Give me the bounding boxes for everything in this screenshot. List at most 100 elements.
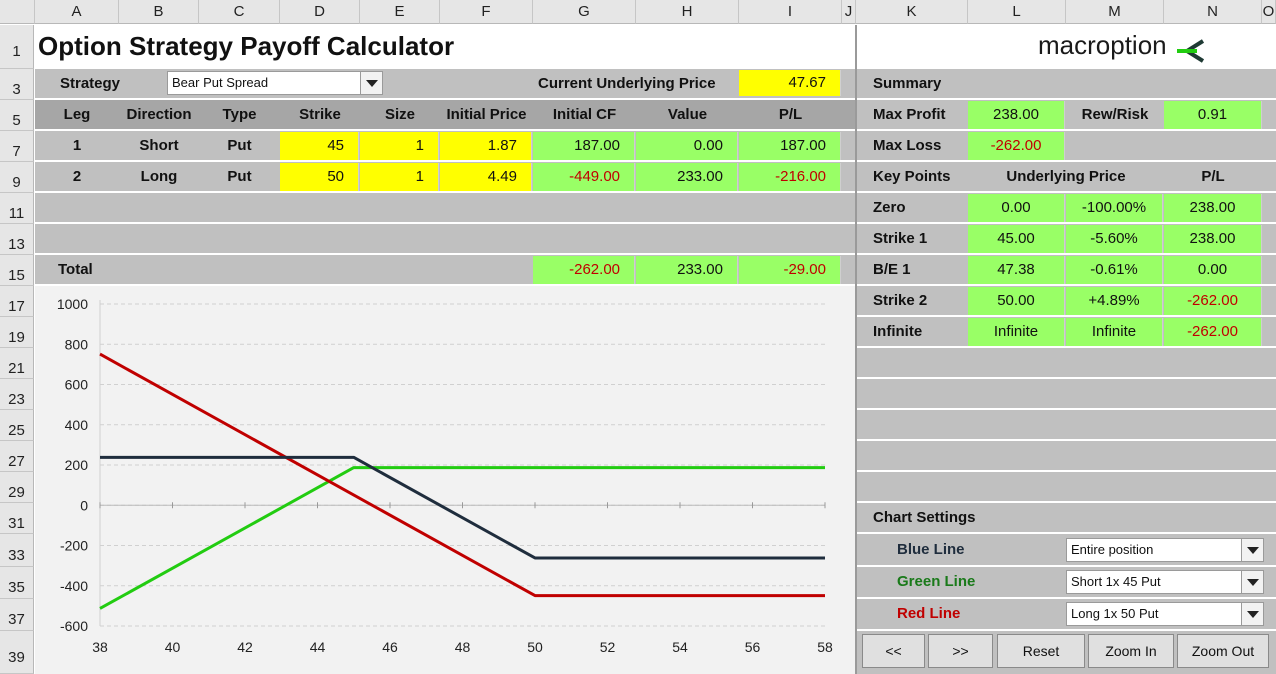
key-point-price: 0.00 (968, 194, 1065, 222)
underlying-price-label: Current Underlying Price (538, 75, 716, 92)
leg1-pl: 187.00 (739, 132, 841, 160)
strategy-value: Bear Put Spread (172, 75, 269, 90)
row-header-35[interactable]: 35 (0, 567, 34, 599)
key-point-pl: -262.00 (1164, 287, 1262, 315)
row-header-31[interactable]: 31 (0, 503, 34, 534)
row-header-25[interactable]: 25 (0, 410, 34, 441)
row-header-21[interactable]: 21 (0, 348, 34, 379)
total-pl: -29.00 (739, 256, 841, 284)
column-header-a[interactable]: A (35, 0, 119, 24)
row-header-33[interactable]: 33 (0, 534, 34, 567)
row-header-29[interactable]: 29 (0, 472, 34, 503)
column-header-g[interactable]: G (533, 0, 636, 24)
leg2-size[interactable]: 1 (360, 163, 439, 191)
key-points-header: Key Points (873, 168, 951, 185)
strategy-label: Strategy (60, 75, 121, 92)
red-line-dropdown[interactable]: Long 1x 50 Put (1066, 602, 1264, 626)
x-tick-label: 50 (527, 639, 543, 655)
leg1-strike[interactable]: 45 (280, 132, 359, 160)
prev-button[interactable]: << (862, 634, 925, 668)
red-line-series (99, 352, 825, 598)
chevron-down-icon[interactable] (360, 72, 382, 94)
row-header-9[interactable]: 9 (0, 162, 34, 193)
x-tick-label: 40 (165, 639, 181, 655)
leg1-size[interactable]: 1 (360, 132, 439, 160)
column-header-l[interactable]: L (968, 0, 1066, 24)
key-point-price: Infinite (968, 318, 1065, 346)
leg2-direction: Long (140, 168, 178, 185)
column-header-k[interactable]: K (856, 0, 968, 24)
y-tick-label: 0 (80, 497, 88, 513)
summary-label: Summary (873, 75, 942, 92)
underlying-price-input[interactable]: 47.67 (739, 70, 841, 96)
header-initial-cf: Initial CF (552, 106, 617, 123)
row-header-3[interactable]: 3 (0, 69, 34, 100)
next-button[interactable]: >> (928, 634, 993, 668)
column-header-e[interactable]: E (360, 0, 440, 24)
green-line-value: Short 1x 45 Put (1071, 574, 1161, 589)
column-header-f[interactable]: F (440, 0, 533, 24)
key-point-name: Strike 1 (873, 230, 928, 247)
blue-line-dropdown[interactable]: Entire position (1066, 538, 1264, 562)
column-header-c[interactable]: C (199, 0, 280, 24)
leg1-value: 0.00 (636, 132, 738, 160)
chevron-down-icon[interactable] (1241, 571, 1263, 593)
header-strike: Strike (299, 106, 341, 123)
leg2-initial-price[interactable]: 4.49 (440, 163, 532, 191)
chevron-down-icon[interactable] (1241, 539, 1263, 561)
column-header-d[interactable]: D (280, 0, 360, 24)
leg2-initial-cf: -449.00 (533, 163, 635, 191)
row-header-17[interactable]: 17 (0, 286, 34, 317)
column-header-b[interactable]: B (119, 0, 199, 24)
strategy-dropdown[interactable]: Bear Put Spread (167, 71, 383, 95)
reset-button[interactable]: Reset (997, 634, 1085, 668)
leg1-initial-price[interactable]: 1.87 (440, 132, 532, 160)
leg2-value: 233.00 (636, 163, 738, 191)
row-header-7[interactable]: 7 (0, 131, 34, 162)
header-size: Size (384, 106, 415, 123)
column-header-o[interactable]: O (1262, 0, 1276, 24)
zoom-out-button[interactable]: Zoom Out (1177, 634, 1269, 668)
x-tick-label: 48 (455, 639, 471, 655)
x-tick-label: 56 (745, 639, 761, 655)
max-loss-label: Max Loss (873, 137, 942, 154)
column-header-h[interactable]: H (636, 0, 739, 24)
zoom-in-button[interactable]: Zoom In (1088, 634, 1174, 668)
leg2-type: Put (227, 168, 252, 185)
y-tick-label: 400 (65, 417, 89, 433)
row-header-15[interactable]: 15 (0, 255, 34, 286)
red-line-value: Long 1x 50 Put (1071, 606, 1159, 621)
header-direction: Direction (126, 106, 192, 123)
key-point-pct: -100.00% (1066, 194, 1163, 222)
key-point-pct: +4.89% (1066, 287, 1163, 315)
row-header-11[interactable]: 11 (0, 193, 34, 224)
leg1-leg: 1 (72, 137, 82, 154)
row-header-19[interactable]: 19 (0, 317, 34, 348)
column-header-n[interactable]: N (1164, 0, 1262, 24)
macroption-logo: macroption (1038, 28, 1209, 64)
row-header-13[interactable]: 13 (0, 224, 34, 255)
key-point-pl: 238.00 (1164, 194, 1262, 222)
column-header-m[interactable]: M (1066, 0, 1164, 24)
total-initial-cf: -262.00 (533, 256, 635, 284)
key-point-price: 47.38 (968, 256, 1065, 284)
select-all-corner[interactable] (0, 0, 35, 24)
row-header-27[interactable]: 27 (0, 441, 34, 472)
column-header-i[interactable]: I (739, 0, 842, 24)
row-header-23[interactable]: 23 (0, 379, 34, 410)
column-header-j[interactable]: J (842, 0, 856, 24)
chevron-down-icon[interactable] (1241, 603, 1263, 625)
x-tick-label: 42 (237, 639, 253, 655)
row-header-37[interactable]: 37 (0, 599, 34, 631)
x-tick-label: 38 (92, 639, 108, 655)
leg2-strike[interactable]: 50 (280, 163, 359, 191)
key-point-pct: -0.61% (1066, 256, 1163, 284)
row-header-39[interactable]: 39 (0, 631, 34, 674)
header-leg: Leg (63, 106, 91, 123)
red-line-label: Red Line (897, 605, 961, 622)
y-tick-label: 200 (65, 457, 89, 473)
row-header-5[interactable]: 5 (0, 100, 34, 131)
key-point-pl: 0.00 (1164, 256, 1262, 284)
green-line-dropdown[interactable]: Short 1x 45 Put (1066, 570, 1264, 594)
row-header-1[interactable]: 1 (0, 25, 34, 69)
